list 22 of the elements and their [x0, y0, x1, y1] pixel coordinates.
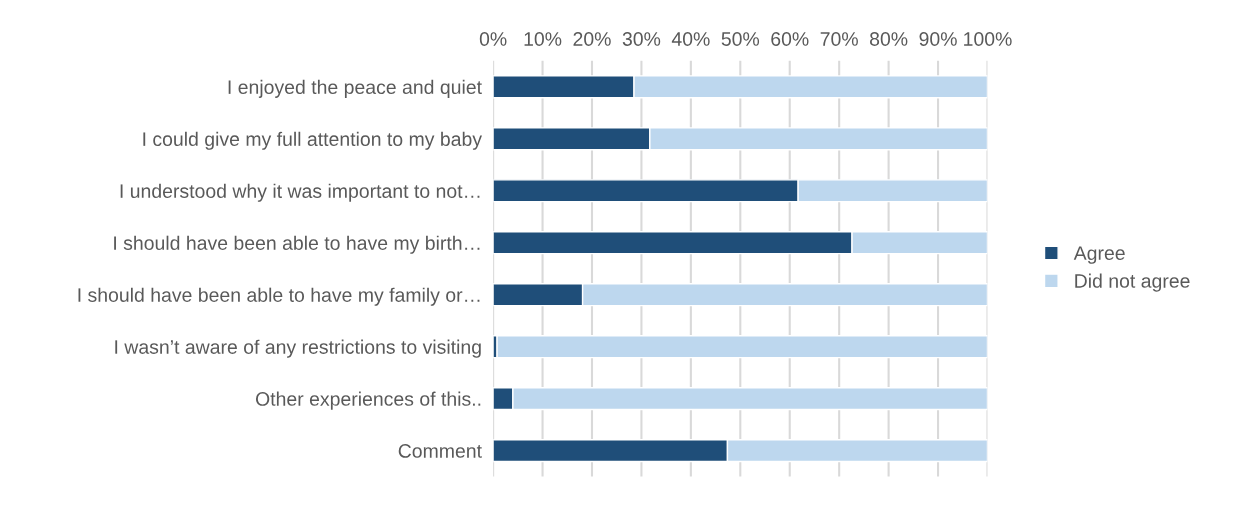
x-tick-label: 90%	[919, 32, 957, 46]
x-tick-label: 100%	[964, 32, 1012, 46]
legend-label: Did not agree	[1075, 273, 1190, 292]
y-tick-label: I understood why it was important to not…	[120, 183, 480, 202]
x-tick-label: 60%	[771, 32, 809, 46]
y-tick-label: I could give my full attention to my baby	[143, 131, 482, 150]
x-tick-label: 10%	[524, 32, 562, 46]
legend-label: Agree	[1073, 246, 1125, 264]
x-tick-label: 70%	[820, 32, 858, 46]
y-tick-label: I enjoyed the peace and quiet	[228, 79, 482, 98]
y-tick-label: I should have been able to have my birth…	[114, 235, 480, 254]
x-tick-label: 50%	[721, 32, 760, 46]
x-tick-label: 30%	[622, 32, 661, 46]
y-tick-label: I wasn’t aware of any restrictions to visiting	[115, 339, 481, 358]
x-tick-label: 20%	[573, 32, 611, 46]
y-tick-label: Comment	[398, 444, 482, 458]
bar	[496, 335, 988, 359]
x-tick-label: 80%	[870, 32, 908, 46]
x-tick-label: 0%	[479, 32, 507, 46]
x-tick-label: 40%	[671, 32, 710, 46]
y-tick-label: I should have been able to have my family or…	[78, 287, 480, 306]
y-tick-label: Other experiences of this..	[255, 391, 481, 410]
